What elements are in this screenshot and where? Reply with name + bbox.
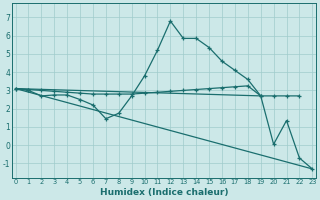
X-axis label: Humidex (Indice chaleur): Humidex (Indice chaleur): [100, 188, 228, 197]
